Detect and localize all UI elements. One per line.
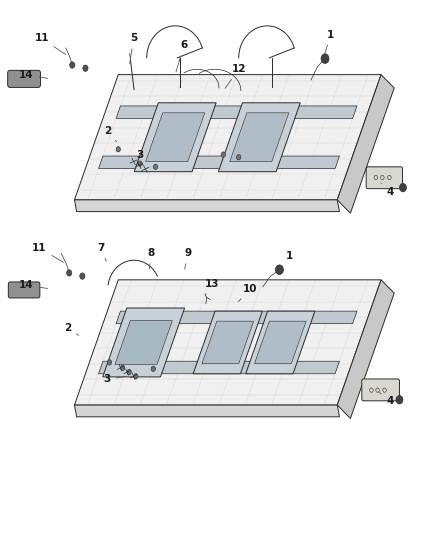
Polygon shape <box>74 280 381 405</box>
Polygon shape <box>337 75 394 213</box>
Text: 3: 3 <box>104 375 127 384</box>
Polygon shape <box>99 361 339 374</box>
Text: 8: 8 <box>148 248 155 269</box>
Circle shape <box>396 395 403 404</box>
Circle shape <box>70 62 75 68</box>
Text: 14: 14 <box>19 280 48 290</box>
Polygon shape <box>246 311 315 374</box>
Polygon shape <box>337 280 394 418</box>
Text: 4: 4 <box>379 392 393 406</box>
Polygon shape <box>74 200 339 212</box>
Text: 7: 7 <box>97 243 106 261</box>
FancyBboxPatch shape <box>366 167 403 189</box>
Polygon shape <box>116 106 357 118</box>
Polygon shape <box>102 308 184 377</box>
Text: 2: 2 <box>104 126 117 142</box>
Polygon shape <box>230 113 289 161</box>
Circle shape <box>127 369 131 375</box>
Circle shape <box>67 270 72 276</box>
FancyBboxPatch shape <box>8 282 40 298</box>
Circle shape <box>138 161 142 166</box>
Circle shape <box>153 164 158 169</box>
Text: 6: 6 <box>176 41 187 72</box>
Polygon shape <box>74 405 339 417</box>
Circle shape <box>151 366 155 372</box>
Circle shape <box>237 155 241 160</box>
Circle shape <box>80 273 85 279</box>
Text: 12: 12 <box>225 64 246 88</box>
Circle shape <box>321 54 329 63</box>
Circle shape <box>221 152 226 157</box>
Text: 13: 13 <box>205 279 220 294</box>
Circle shape <box>116 147 120 152</box>
Text: 9: 9 <box>184 248 192 269</box>
FancyBboxPatch shape <box>7 70 40 87</box>
FancyBboxPatch shape <box>362 379 399 401</box>
Text: 1: 1 <box>325 30 334 53</box>
Text: 11: 11 <box>32 243 64 262</box>
Text: 2: 2 <box>64 323 79 335</box>
Circle shape <box>399 183 406 192</box>
Circle shape <box>83 65 88 71</box>
Circle shape <box>134 374 138 379</box>
Polygon shape <box>134 103 216 172</box>
Polygon shape <box>202 321 254 364</box>
Circle shape <box>120 365 125 370</box>
Text: 14: 14 <box>19 70 48 79</box>
Polygon shape <box>218 103 300 172</box>
Text: 10: 10 <box>238 284 257 302</box>
Polygon shape <box>99 156 339 168</box>
Polygon shape <box>115 320 173 365</box>
Circle shape <box>276 265 283 274</box>
Polygon shape <box>254 321 306 364</box>
Text: 5: 5 <box>130 34 137 64</box>
Polygon shape <box>145 113 205 161</box>
Text: 3: 3 <box>137 150 144 165</box>
Polygon shape <box>116 311 357 324</box>
Text: 1: 1 <box>280 251 293 267</box>
Polygon shape <box>193 311 262 374</box>
Text: 11: 11 <box>34 34 66 54</box>
Text: 4: 4 <box>381 183 393 197</box>
Polygon shape <box>74 75 381 200</box>
Circle shape <box>107 360 112 365</box>
